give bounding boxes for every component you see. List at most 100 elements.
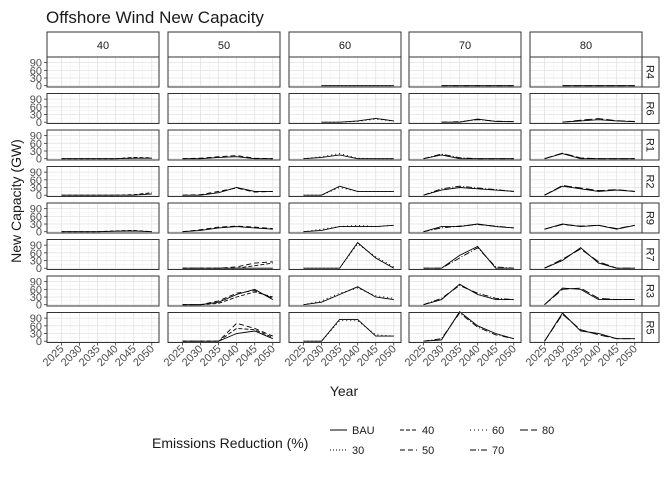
panel-R2-50	[167, 166, 281, 197]
y-tick-label: 0	[36, 81, 42, 93]
panel-R7-50	[167, 239, 281, 270]
panel-border	[408, 239, 522, 270]
series-line-50	[182, 187, 273, 196]
panel-background	[47, 130, 159, 160]
y-tick-label: 60	[30, 138, 42, 150]
y-tick-label: 0	[36, 154, 42, 166]
series-line-40	[61, 229, 152, 233]
panel-background	[409, 276, 521, 306]
series-line-70	[441, 119, 514, 123]
panel-background	[168, 93, 280, 124]
y-tick-label: 0	[36, 300, 42, 312]
row-strip-R7: R7	[641, 239, 660, 270]
panel-background	[289, 203, 401, 233]
series-line-60	[321, 118, 394, 123]
column-strip-80: 80	[529, 31, 643, 58]
panel-border	[529, 93, 643, 124]
y-tick-label: 30	[30, 256, 42, 268]
series-line-BAU	[303, 318, 394, 342]
x-tick-label: 2050	[614, 343, 640, 369]
panel-border	[288, 93, 402, 124]
x-tick-label: 2050	[131, 343, 157, 369]
panel-R6-50	[167, 93, 281, 124]
panel-background	[47, 57, 159, 87]
panel-background	[409, 203, 521, 233]
series-line-BAU	[303, 241, 395, 269]
y-tick-label: 90	[30, 204, 42, 216]
panel-border	[46, 129, 160, 161]
legend-entry-50: 50	[400, 445, 434, 457]
series-line-40	[61, 192, 152, 196]
y-tick-label: 0	[36, 227, 42, 239]
panel-R4-60	[288, 56, 402, 88]
panel-border	[46, 312, 160, 343]
panel-R9-70	[408, 202, 522, 234]
legend-label: 80	[542, 425, 554, 437]
y-tick-label: 60	[30, 284, 42, 296]
series-line-50	[182, 225, 273, 233]
panel-border	[529, 202, 643, 234]
x-tick-label: 2050	[373, 343, 399, 369]
legend-label: 30	[352, 445, 364, 457]
panel-R5-40	[46, 312, 160, 343]
panel-background	[168, 312, 280, 343]
series-line-BAU	[303, 224, 394, 233]
row-strip-R2: R2	[641, 166, 660, 197]
panel-border	[167, 166, 281, 197]
panel-R2-60	[288, 166, 402, 197]
panel-border	[46, 202, 160, 234]
chart-title: Offshore Wind New Capacity	[46, 8, 264, 27]
panel-R4-70	[408, 56, 522, 88]
row-strip-label: R3	[644, 284, 656, 298]
panel-R6-40	[46, 93, 160, 124]
panel-R9-50	[167, 202, 281, 234]
series-line-BAU	[423, 311, 514, 342]
panel-R7-60	[288, 239, 402, 270]
legend-label: 50	[422, 445, 434, 457]
column-strip-50: 50	[167, 31, 281, 58]
row-strip-label: R2	[644, 174, 656, 188]
series-line-70	[423, 312, 514, 342]
panel-border	[529, 275, 643, 307]
panel-R3-40	[46, 275, 160, 307]
panel-R1-50	[167, 129, 281, 161]
series-line-BAU	[303, 286, 394, 306]
legend-entry-40: 40	[400, 425, 434, 437]
series-line-40	[182, 262, 273, 269]
panel-border	[288, 56, 402, 88]
panel-border	[167, 129, 281, 161]
panel-R3-80	[529, 275, 643, 307]
y-tick-label: 60	[30, 211, 42, 223]
y-tick-label: 30	[30, 110, 42, 122]
y-tick-label: 30	[30, 183, 42, 195]
panel-R1-60	[288, 129, 402, 161]
row-strip-R6: R6	[641, 93, 660, 124]
y-tick-label: 60	[30, 65, 42, 77]
panel-border	[167, 275, 281, 307]
row-strip-label: R5	[644, 320, 656, 334]
y-tick-label: 90	[30, 277, 42, 289]
panel-R6-80	[529, 93, 643, 124]
panel-border	[408, 202, 522, 234]
panel-background	[47, 93, 159, 124]
panel-R9-60	[288, 202, 402, 234]
panel-border	[529, 312, 643, 343]
y-tick-label: 0	[36, 336, 42, 348]
panel-border	[408, 312, 522, 343]
y-tick-label: 90	[30, 94, 42, 106]
legend-entry-70: 70	[470, 445, 504, 457]
panel-border	[529, 239, 643, 270]
y-tick-label: 30	[30, 292, 42, 304]
panel-border	[408, 56, 522, 88]
panel-R1-70	[408, 129, 522, 161]
panel-background	[47, 239, 159, 270]
panel-R4-80	[529, 56, 643, 88]
panel-background	[289, 239, 401, 270]
row-strip-label: R9	[644, 211, 656, 225]
panel-background	[409, 166, 521, 197]
series-line-BAU	[182, 187, 273, 196]
column-strip-label: 70	[459, 40, 471, 52]
legend-label: 70	[492, 445, 504, 457]
panel-R3-60	[288, 275, 402, 307]
series-line-40	[182, 291, 273, 306]
